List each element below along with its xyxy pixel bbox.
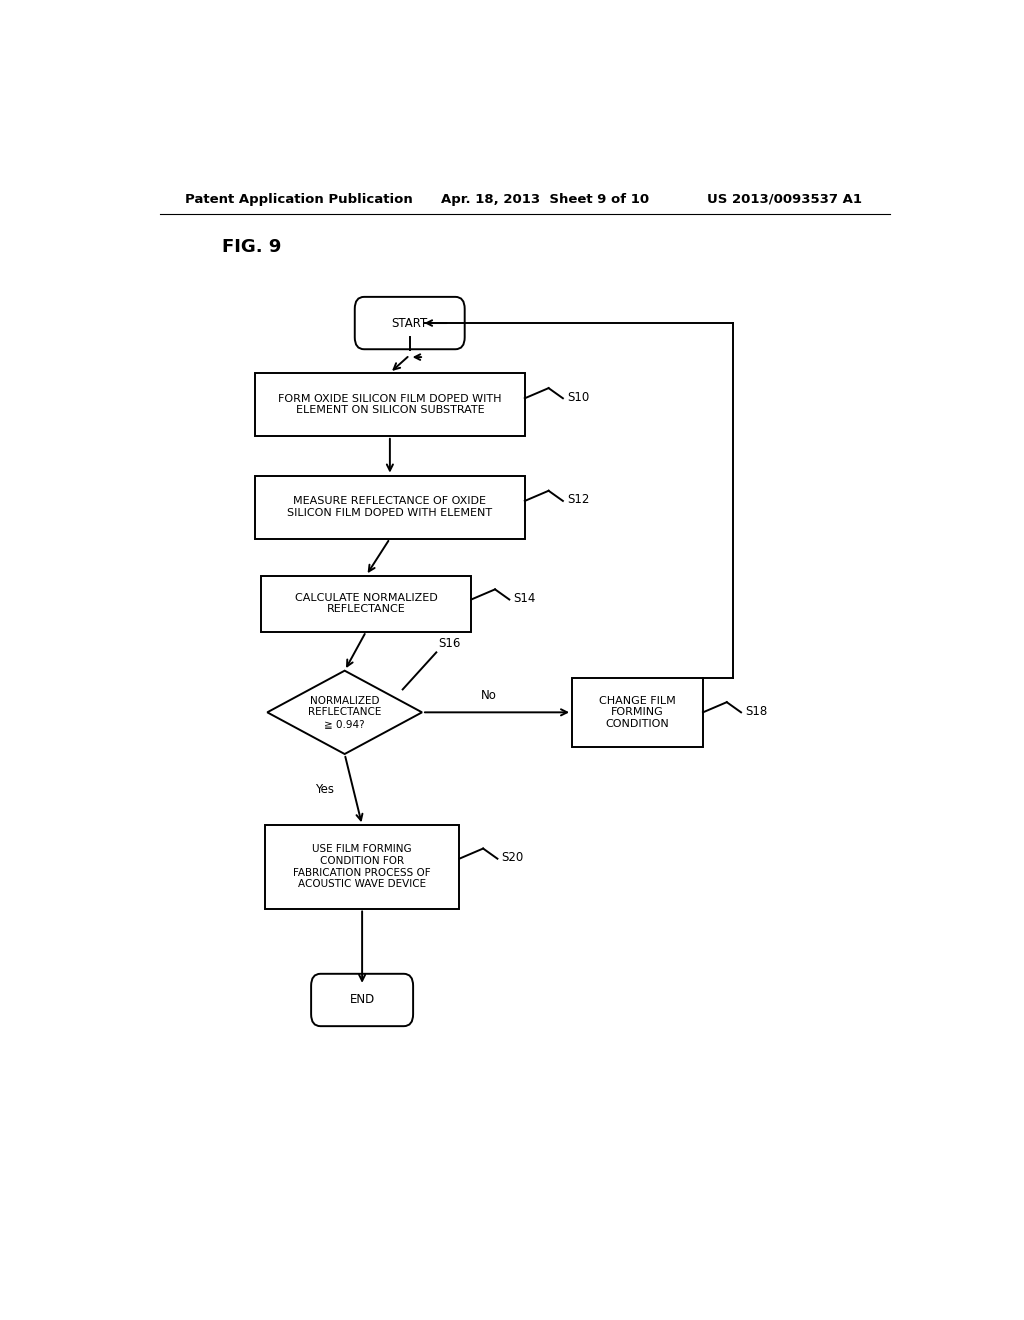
- Text: Yes: Yes: [315, 783, 334, 796]
- Text: Patent Application Publication: Patent Application Publication: [185, 193, 413, 206]
- Text: CALCULATE NORMALIZED
REFLECTANCE: CALCULATE NORMALIZED REFLECTANCE: [295, 593, 437, 614]
- Text: S18: S18: [745, 705, 767, 718]
- Text: S14: S14: [513, 591, 536, 605]
- Text: S10: S10: [567, 391, 589, 404]
- Text: END: END: [349, 994, 375, 1006]
- Text: USE FILM FORMING
CONDITION FOR
FABRICATION PROCESS OF
ACOUSTIC WAVE DEVICE: USE FILM FORMING CONDITION FOR FABRICATI…: [293, 845, 431, 890]
- Text: Apr. 18, 2013  Sheet 9 of 10: Apr. 18, 2013 Sheet 9 of 10: [441, 193, 649, 206]
- Text: US 2013/0093537 A1: US 2013/0093537 A1: [708, 193, 862, 206]
- Bar: [255, 475, 524, 539]
- Bar: [255, 372, 524, 436]
- Text: No: No: [481, 689, 497, 702]
- Bar: [265, 825, 460, 908]
- FancyBboxPatch shape: [311, 974, 413, 1026]
- FancyBboxPatch shape: [354, 297, 465, 350]
- Text: MEASURE REFLECTANCE OF OXIDE
SILICON FILM DOPED WITH ELEMENT: MEASURE REFLECTANCE OF OXIDE SILICON FIL…: [288, 496, 493, 517]
- Text: S12: S12: [567, 494, 589, 507]
- Bar: [572, 677, 702, 747]
- Text: FORM OXIDE SILICON FILM DOPED WITH
ELEMENT ON SILICON SUBSTRATE: FORM OXIDE SILICON FILM DOPED WITH ELEME…: [279, 393, 502, 416]
- Text: NORMALIZED
REFLECTANCE
≧ 0.94?: NORMALIZED REFLECTANCE ≧ 0.94?: [308, 696, 381, 729]
- Text: START: START: [391, 317, 428, 330]
- Bar: [261, 576, 471, 631]
- Text: S16: S16: [438, 638, 460, 651]
- Text: S20: S20: [502, 851, 523, 865]
- Text: CHANGE FILM
FORMING
CONDITION: CHANGE FILM FORMING CONDITION: [599, 696, 676, 729]
- Text: FIG. 9: FIG. 9: [221, 238, 281, 256]
- Polygon shape: [267, 671, 422, 754]
